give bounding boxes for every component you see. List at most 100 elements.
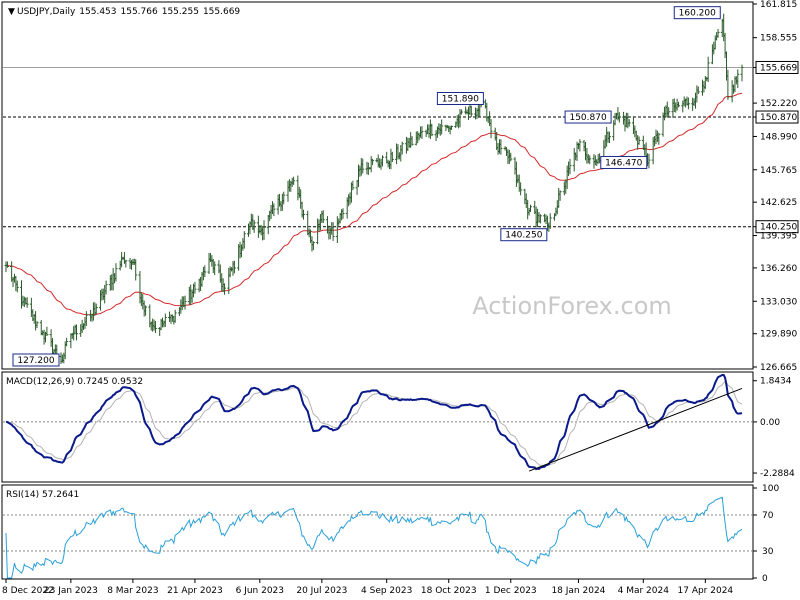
price-bar <box>302 209 306 220</box>
symbol-dropdown-icon[interactable]: ▼ <box>8 7 15 17</box>
chart-title: USDJPY,Daily 155.453 155.766 155.255 155.669 <box>17 7 240 17</box>
macd-indicator <box>3 374 752 472</box>
time-tick-label: 23 Jan 2023 <box>44 586 98 596</box>
price-bar <box>371 158 375 166</box>
macd-panel-frame <box>1 371 754 483</box>
annotation-box <box>673 6 721 20</box>
price-bar <box>568 158 572 175</box>
price-bar <box>637 136 641 145</box>
price-tick-label: 150.870 <box>760 113 797 123</box>
price-bar <box>242 231 246 249</box>
macd-line <box>5 374 743 471</box>
rsi-tick-label: 100 <box>762 484 779 494</box>
chart-symbol: USDJPY <box>17 7 50 17</box>
price-tick-label: 133.030 <box>760 297 797 307</box>
time-tick-label: 20 Jul 2023 <box>296 586 347 596</box>
macd-trendline <box>528 387 743 472</box>
price-bar <box>440 119 444 135</box>
price-bar <box>341 208 345 219</box>
price-bar <box>677 101 681 108</box>
price-bar <box>489 118 493 139</box>
price-bar <box>361 158 365 174</box>
rsi-tick-label: 0 <box>762 574 768 584</box>
annotation-label: 150.870 <box>569 113 606 123</box>
price-bar <box>94 303 98 315</box>
price-bar <box>459 109 463 115</box>
time-tick-label: 18 Jan 2024 <box>551 586 605 596</box>
price-bar <box>35 321 39 329</box>
macd-signal-line <box>5 381 743 467</box>
price-bar <box>607 131 611 144</box>
price-tick-box <box>755 60 799 74</box>
rsi-title: RSI(14) 57.2641 <box>6 490 79 500</box>
price-bar <box>203 265 207 277</box>
price-bar <box>65 337 69 347</box>
annotation-box <box>436 91 484 105</box>
price-bar <box>74 324 78 341</box>
price-bar <box>726 69 730 100</box>
rsi-indicator <box>3 496 752 579</box>
price-bar <box>519 182 523 196</box>
price-bar <box>529 204 533 212</box>
annotation-label: 140.250 <box>505 231 542 241</box>
annotation-box <box>12 353 60 367</box>
price-bar <box>380 155 384 167</box>
price-panel-frame <box>1 1 754 370</box>
level-lines <box>3 66 752 228</box>
price-bar <box>331 222 335 241</box>
annotation-label: 151.890 <box>442 94 479 104</box>
price-tick-label: 158.555 <box>760 34 797 44</box>
price-bar <box>469 105 473 117</box>
price-bar <box>183 295 187 310</box>
rsi-axis: 100 70 30 0 <box>753 484 779 584</box>
price-tick-label: 142.625 <box>760 198 797 208</box>
price-bar <box>558 190 562 201</box>
ohlc-open: 155.453 <box>79 7 116 17</box>
time-tick-label: 4 Mar 2024 <box>618 586 670 596</box>
price-tick-label: 129.890 <box>760 330 797 340</box>
price-tick-label: 161.815 <box>760 0 797 10</box>
price-bar <box>509 152 513 162</box>
price-bar <box>617 112 621 123</box>
price-axis: 161.815 158.555 155.669 152.220 150.870 148.9… <box>753 0 799 373</box>
price-bar <box>578 139 582 152</box>
price-tick-label: 139.395 <box>760 232 797 242</box>
price-annotations: 160.200 151.890 150.870 146.470 140.250 127.2… <box>12 6 721 367</box>
price-bar <box>193 281 197 294</box>
price-bar <box>232 260 236 274</box>
watermark: ActionForex.com <box>472 292 672 320</box>
price-bar <box>173 309 177 323</box>
price-bar <box>588 155 592 165</box>
price-bar <box>262 220 266 240</box>
time-tick-label: 4 Sep 2023 <box>361 586 412 596</box>
price-bar <box>716 29 720 38</box>
price-bar <box>84 311 88 326</box>
price-bar <box>430 123 434 137</box>
price-bar <box>153 321 157 334</box>
price-tick-label: 152.220 <box>760 99 797 109</box>
price-bar <box>410 136 414 146</box>
annotation-box <box>600 155 648 169</box>
time-tick-label: 21 Apr 2023 <box>167 586 223 596</box>
price-tick-box <box>755 110 799 124</box>
chart-timeframe: Daily <box>53 7 76 17</box>
time-tick-label: 1 Dec 2023 <box>485 586 537 596</box>
price-tick-box <box>755 220 799 234</box>
price-tick-label: 148.990 <box>760 132 797 142</box>
annotation-label: 127.200 <box>17 356 54 366</box>
rsi-tick-label: 30 <box>762 547 774 557</box>
time-tick-label: 6 Jun 2023 <box>236 586 284 596</box>
price-bar <box>548 213 552 229</box>
annotation-box <box>500 228 548 242</box>
price-bar <box>163 313 167 327</box>
price-bar <box>647 153 651 169</box>
price-bar <box>627 119 631 127</box>
price-bar <box>706 56 710 83</box>
price-bar <box>144 305 148 316</box>
price-bar <box>15 280 19 293</box>
time-tick-label: 8 Dec 2022 <box>2 586 54 596</box>
price-bar <box>311 241 315 251</box>
price-bar <box>686 97 690 110</box>
